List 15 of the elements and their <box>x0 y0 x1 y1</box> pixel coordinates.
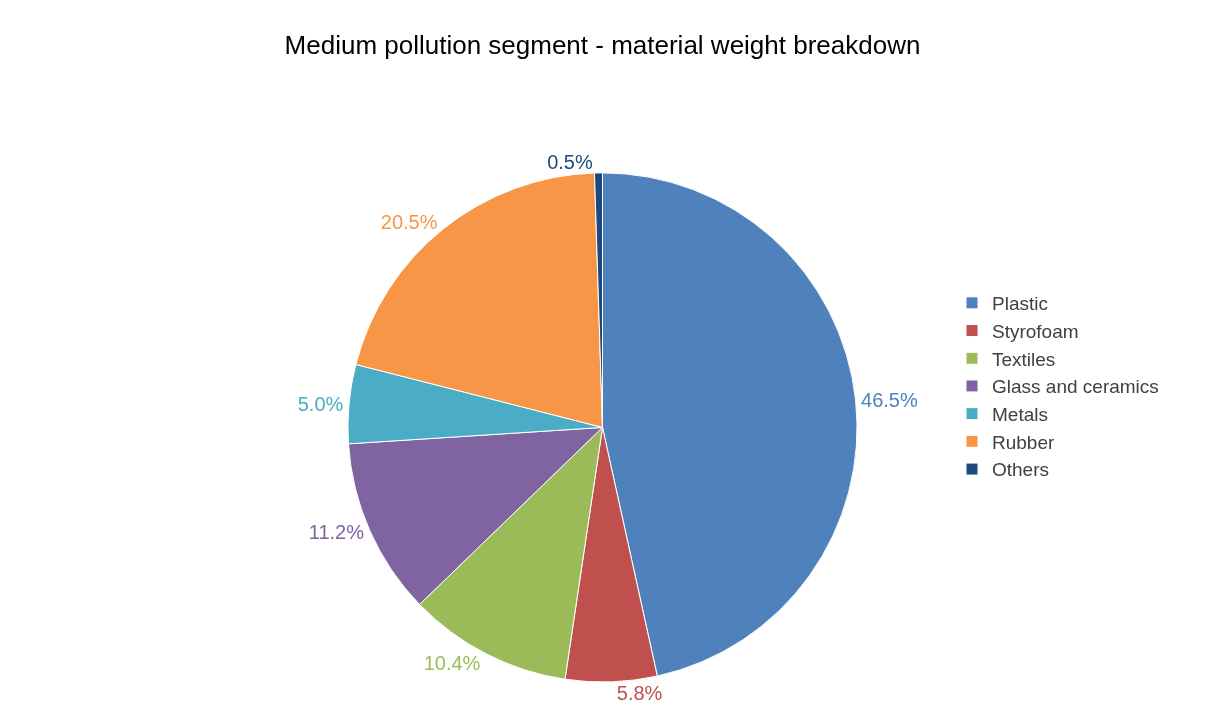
data-label: 10.4% <box>423 651 481 674</box>
data-label: 11.2% <box>308 521 365 544</box>
data-label: 20.5% <box>380 211 438 234</box>
legend-label: Rubber <box>992 431 1055 453</box>
legend-label: Glass and ceramics <box>992 376 1159 398</box>
legend-label: Metals <box>992 404 1048 426</box>
legend-label: Others <box>992 459 1050 481</box>
legend-label: Styrofoam <box>992 320 1079 342</box>
data-label: 5.8% <box>616 681 663 704</box>
data-label: 0.5% <box>547 150 593 173</box>
chart-title: Medium pollution segment - material weight breakdown <box>284 29 921 60</box>
legend-label: Textiles <box>992 348 1056 370</box>
data-label: 5.0% <box>297 392 344 415</box>
legend-label: Plastic <box>992 293 1048 315</box>
data-label: 46.5% <box>861 388 918 411</box>
